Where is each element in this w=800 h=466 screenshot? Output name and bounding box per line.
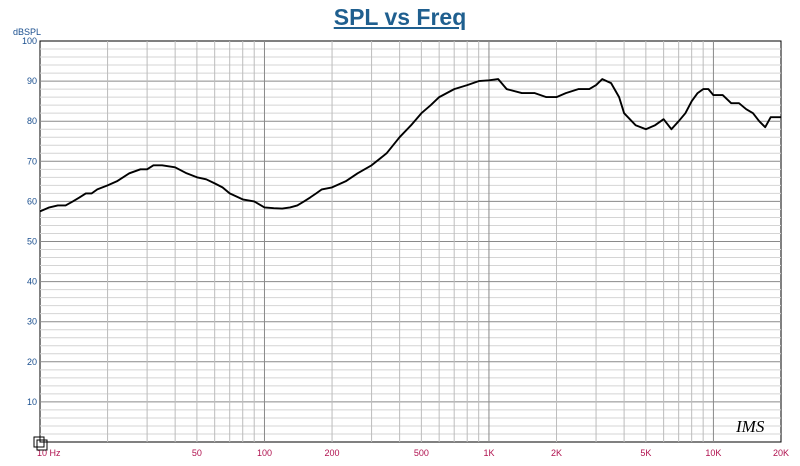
y-tick-label: 70 bbox=[27, 156, 37, 166]
x-axis-tick-labels: 10 Hz 50 100 200 500 1K 2K 5K 10K 20K bbox=[37, 448, 789, 458]
y-axis-label: dBSPL bbox=[13, 27, 41, 37]
x-tick-label: 500 bbox=[414, 448, 429, 458]
y-tick-label: 30 bbox=[27, 317, 37, 327]
y-axis-tick-labels: 100 90 80 70 60 50 40 30 20 10 bbox=[22, 36, 37, 407]
y-tick-label: 40 bbox=[27, 277, 37, 287]
corner-marker-icon bbox=[33, 436, 48, 451]
y-tick-label: 10 bbox=[27, 397, 37, 407]
x-tick-label: 100 bbox=[257, 448, 272, 458]
y-tick-label: 100 bbox=[22, 36, 37, 46]
x-tick-label: 10 Hz bbox=[37, 448, 61, 458]
chart-title: SPL vs Freq bbox=[333, 4, 467, 30]
x-tick-label: 50 bbox=[192, 448, 202, 458]
x-tick-label: 5K bbox=[640, 448, 651, 458]
x-tick-label: 1K bbox=[483, 448, 494, 458]
x-tick-label: 200 bbox=[325, 448, 340, 458]
y-tick-label: 50 bbox=[27, 237, 37, 247]
y-tick-label: 80 bbox=[27, 116, 37, 126]
y-tick-label: 20 bbox=[27, 357, 37, 367]
x-tick-label: 20K bbox=[773, 448, 789, 458]
y-tick-label: 90 bbox=[27, 76, 37, 86]
ims-logo: IMS bbox=[735, 417, 765, 436]
grid bbox=[40, 41, 781, 442]
y-tick-label: 60 bbox=[27, 196, 37, 206]
x-tick-label: 10K bbox=[705, 448, 721, 458]
x-tick-label: 2K bbox=[551, 448, 562, 458]
spl-curve bbox=[39, 78, 781, 213]
